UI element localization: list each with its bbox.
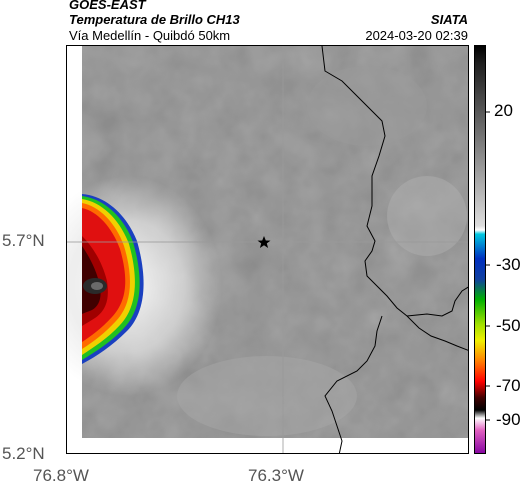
colorbar-ticks: [485, 111, 490, 421]
colorbar-tick-minus70: -70: [496, 376, 521, 395]
map-image: [67, 46, 468, 453]
colorbar-tick-minus90: -90: [496, 410, 521, 429]
lat-label-5-2: 5.2°N: [2, 444, 45, 463]
star-icon: [257, 236, 271, 248]
lat-label-5-7: 5.7°N: [2, 231, 45, 250]
satellite-map: [66, 45, 469, 454]
product-title: Temperatura de Brillo CH13: [69, 12, 240, 27]
timestamp-label: 2024-03-20 02:39: [365, 28, 468, 43]
satellite-label: GOES-EAST: [69, 0, 146, 12]
colorbar-gradient: [475, 46, 485, 453]
route-subtitle: Vía Medellín - Quibdó 50km: [69, 28, 231, 43]
agency-label: SIATA: [430, 12, 468, 27]
lon-label-76-3: 76.3°W: [248, 466, 304, 485]
colorbar-tick-minus30: -30: [496, 255, 521, 274]
colorbar-tick-20: 20: [494, 101, 513, 120]
colorbar: [474, 45, 486, 454]
colorbar-tick-minus50: -50: [496, 316, 521, 335]
lon-label-76-8: 76.8°W: [33, 466, 89, 485]
